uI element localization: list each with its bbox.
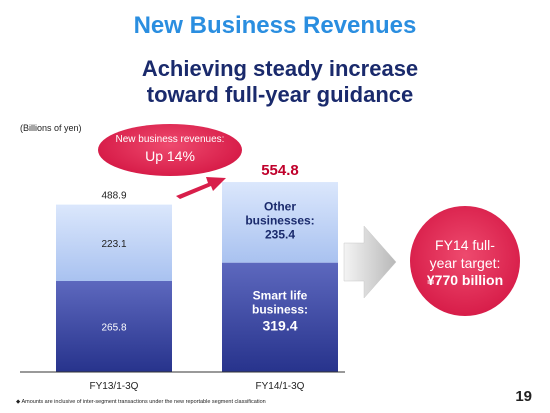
target-arrow <box>343 225 397 299</box>
bar-fy13-smart-life <box>56 280 172 372</box>
target-value: ¥770 billion <box>426 272 504 288</box>
target-heading: FY14 full- year target: <box>410 236 520 272</box>
growth-callout: New business revenues: Up 14% <box>98 124 242 176</box>
page-subtitle: Achieving steady increase toward full-ye… <box>60 56 500 108</box>
subtitle-line-1: Achieving steady increase <box>141 56 419 81</box>
bar-fy14-other <box>222 182 338 263</box>
value-fy14-other: 235.4 <box>265 227 295 241</box>
unit-label: (Billions of yen) <box>20 123 82 133</box>
page-number: 19 <box>515 388 532 405</box>
label-fy14-other-line2: businesses: <box>245 213 314 227</box>
target-line-2: year target: <box>429 255 501 271</box>
value-fy14-smart-life: 319.4 <box>262 317 297 333</box>
callout-line-2: Up 14% <box>145 148 195 164</box>
callout-line-1: New business revenues: <box>115 134 225 145</box>
value-fy14-total: 554.8 <box>261 162 299 179</box>
value-fy13-smart-life: 265.8 <box>101 322 126 333</box>
growth-arrow <box>176 177 226 199</box>
value-fy13-other: 223.1 <box>101 239 126 250</box>
subtitle-line-2: toward full-year guidance <box>146 82 414 107</box>
value-fy13-total: 488.9 <box>101 191 126 202</box>
footnote: ◆ Amounts are inclusive of inter-segment… <box>16 399 266 405</box>
category-label-fy13: FY13/1-3Q <box>90 381 139 392</box>
category-label-fy14: FY14/1-3Q <box>256 381 305 392</box>
bar-fy14-smart-life <box>222 262 338 372</box>
label-fy14-smart-life-line2: business: <box>252 302 308 316</box>
target-line-1: FY14 full- <box>435 237 495 253</box>
bar-fy13-other <box>56 204 172 281</box>
label-fy14-smart-life-line1: Smart life <box>253 288 308 302</box>
label-fy14-other-line1: Other <box>264 199 296 213</box>
fy14-target-badge: FY14 full- year target: ¥770 billion <box>410 206 520 316</box>
page-title: New Business Revenues <box>133 12 417 39</box>
